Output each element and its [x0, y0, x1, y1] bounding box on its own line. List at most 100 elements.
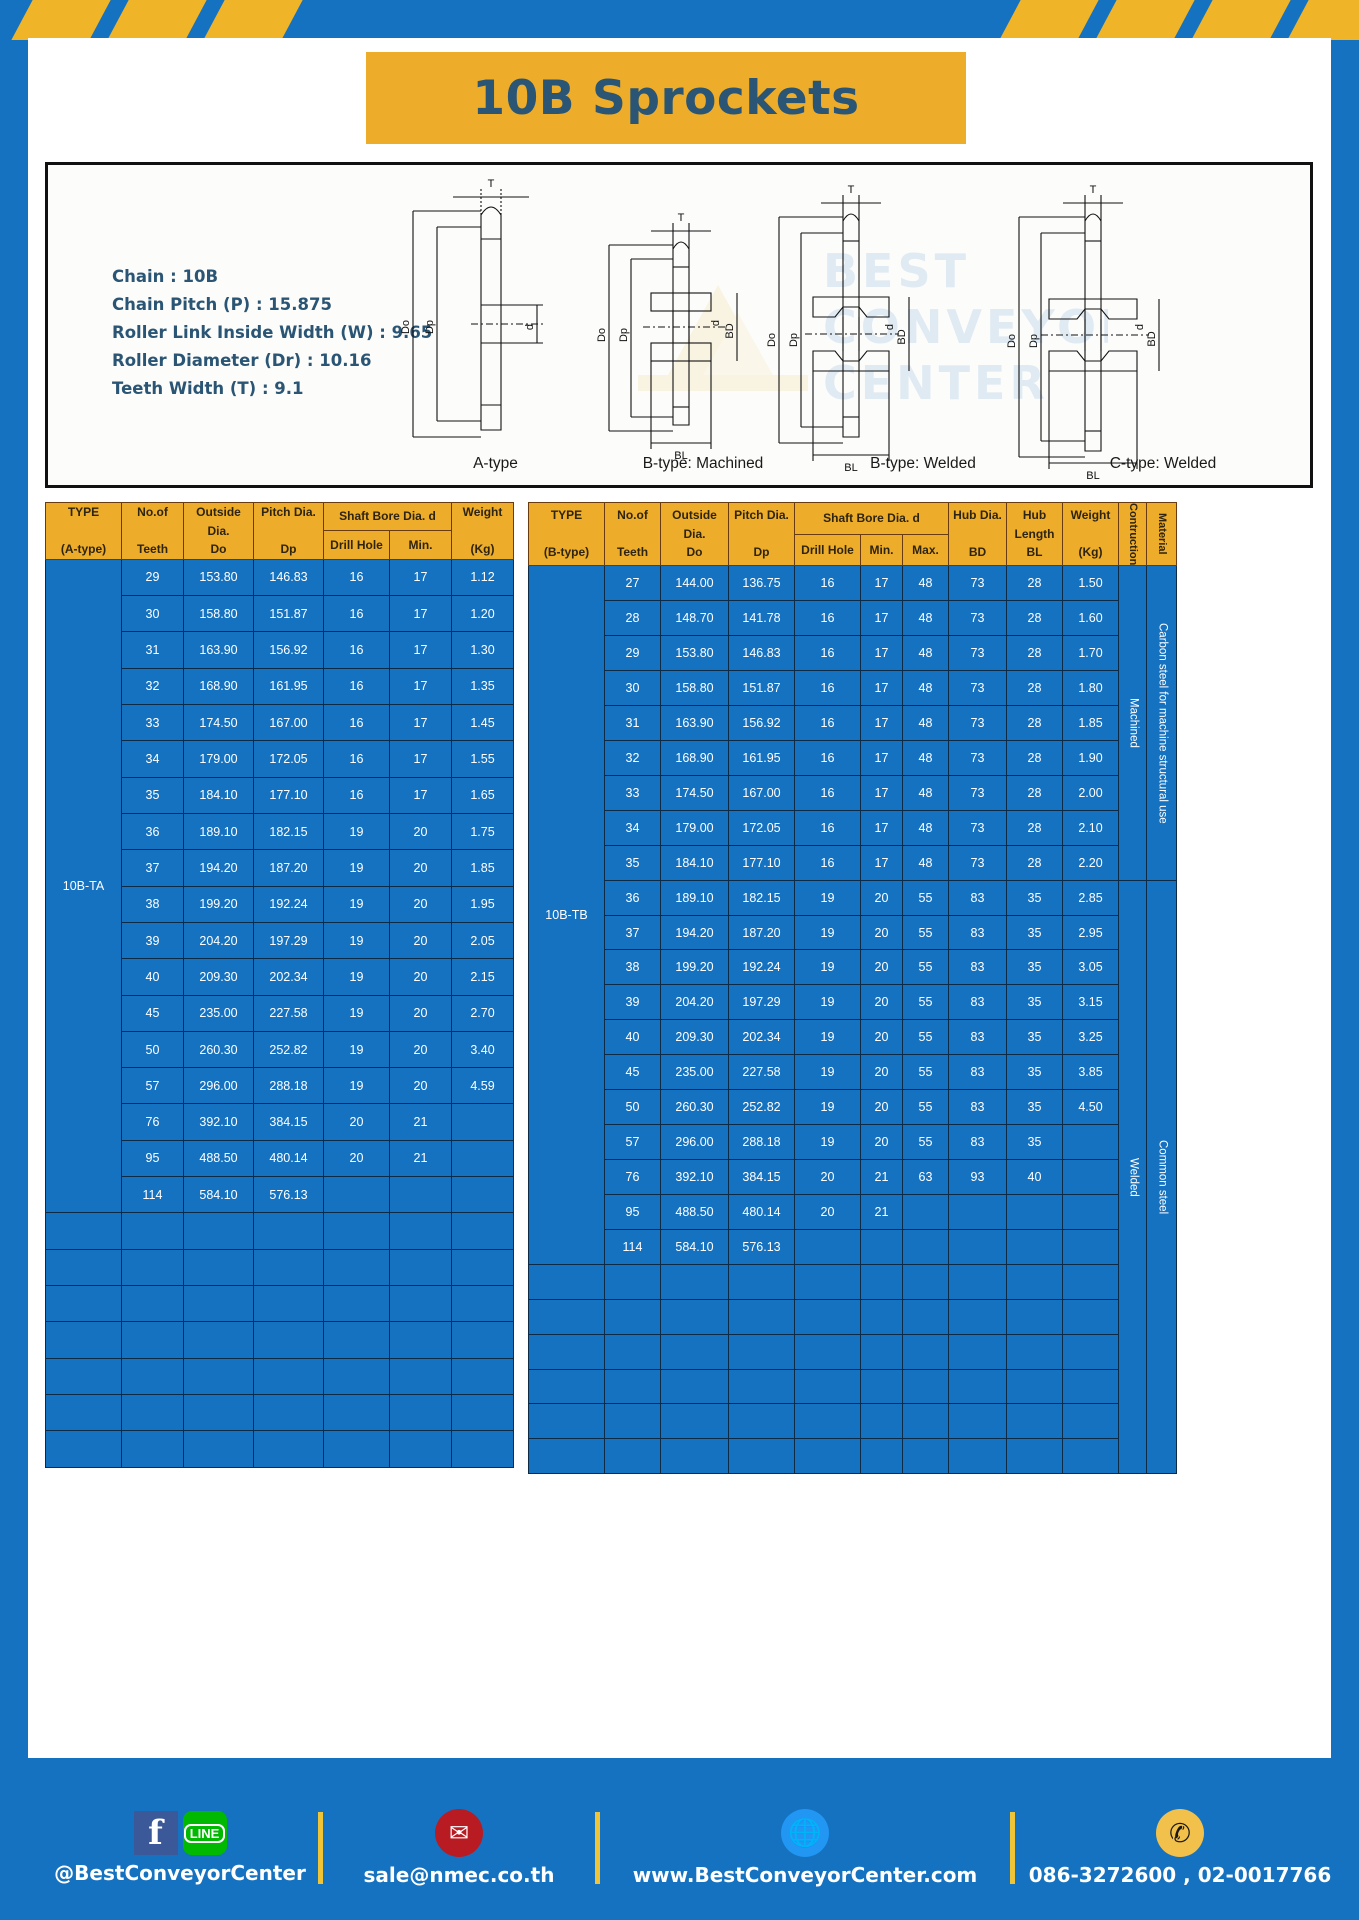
title-banner: 10B Sprockets — [366, 52, 966, 144]
table-cell — [1006, 1298, 1063, 1335]
table-cell — [121, 1248, 184, 1287]
table-cell: 16 — [323, 776, 390, 814]
table-cell: 584.10 — [660, 1228, 729, 1265]
th-outside-dia: Outside Dia. Do — [660, 501, 729, 567]
table-a-type: TYPE (A-type) No.of Teeth Outside Dia. D… — [45, 501, 514, 1468]
svg-text:d: d — [524, 324, 536, 330]
table-cell: 32 — [604, 739, 661, 776]
table-row — [528, 1403, 1177, 1440]
table-cell — [183, 1393, 254, 1432]
table-cell: 39 — [604, 984, 661, 1021]
th-min: Min. — [860, 533, 903, 567]
th-outside-dia: Outside Dia. Do — [183, 502, 254, 560]
table-cell — [860, 1438, 903, 1475]
table-cell: 38 — [604, 949, 661, 986]
table-cell: 73 — [948, 844, 1007, 881]
table-cell: 136.75 — [728, 565, 795, 602]
caption-c-type-welded: C-type: Welded — [1109, 455, 1217, 472]
table-cell: 4.59 — [451, 1067, 514, 1105]
table-cell: 21 — [860, 1159, 903, 1195]
line-icon[interactable]: LINE — [182, 1811, 227, 1855]
footer-item-website[interactable]: 🌐 www.BestConveyorCenter.com — [600, 1809, 1010, 1887]
table-cell: 156.92 — [253, 631, 324, 669]
table-cell — [902, 1228, 949, 1265]
table-cell — [860, 1368, 903, 1405]
table-cell: 158.80 — [660, 670, 729, 707]
footer-item-email[interactable]: ✉ sale@nmec.co.th — [323, 1809, 595, 1887]
table-cell: 151.87 — [253, 595, 324, 633]
table-cell — [660, 1333, 729, 1370]
table-cell: 19 — [323, 921, 390, 960]
table-cell — [451, 1139, 514, 1178]
svg-text:BL: BL — [844, 462, 857, 474]
table-cell: 153.80 — [660, 635, 729, 672]
globe-icon[interactable]: 🌐 — [781, 1809, 829, 1857]
table-cell: 1.50 — [1062, 565, 1119, 602]
table-cell: 16 — [794, 600, 861, 637]
table-cell — [902, 1368, 949, 1405]
table-cell: 1.35 — [451, 667, 514, 706]
table-cell: 488.50 — [183, 1139, 254, 1178]
facebook-icon[interactable]: f — [133, 1811, 178, 1855]
table-cell: 45 — [604, 1054, 661, 1091]
table-cell: 1.75 — [451, 812, 514, 851]
table-cell: 384.15 — [253, 1103, 324, 1141]
table-cell — [794, 1403, 861, 1440]
th-pitch-dia: Pitch Dia. Dp — [253, 502, 324, 560]
table-cell: 48 — [902, 600, 949, 637]
table-cell: 19 — [323, 994, 390, 1032]
table-row: 31 163.90 156.92 16 17 48 73 28 1.85 — [529, 705, 1177, 741]
phone-icon[interactable]: ✆ — [1156, 1809, 1204, 1857]
svg-text:BD: BD — [896, 329, 908, 344]
table-cell: 55 — [902, 984, 949, 1021]
table-row: 36 189.10 182.15 19 20 55 83 35 2.85 Welded Common… — [529, 879, 1177, 1475]
table-cell: 189.10 — [183, 812, 254, 851]
table-cell: 29 — [121, 558, 184, 597]
table-cell — [1006, 1438, 1063, 1475]
table-row: 57 296.00 288.18 19 20 4.59 — [46, 1067, 514, 1105]
table-cell: 76 — [604, 1159, 661, 1195]
table-cell: 1.85 — [1062, 705, 1119, 741]
table-cell: 480.14 — [728, 1193, 795, 1230]
table-cell: 19 — [323, 849, 390, 887]
table-cell: 260.30 — [183, 1030, 254, 1069]
cell-type — [45, 1393, 122, 1432]
table-row: 33 174.50 167.00 16 17 1.45 — [46, 704, 514, 742]
table-cell — [794, 1263, 861, 1300]
table-cell: 146.83 — [728, 635, 795, 672]
table-row: 50 260.30 252.82 19 20 3.40 — [46, 1030, 514, 1069]
mail-icon[interactable]: ✉ — [435, 1809, 483, 1857]
table-cell: 33 — [121, 704, 184, 742]
table-cell: 73 — [948, 600, 1007, 637]
table-cell — [1006, 1403, 1063, 1440]
table-cell — [183, 1357, 254, 1395]
table-cell: 148.70 — [660, 600, 729, 637]
table-cell: 20 — [860, 1124, 903, 1160]
footer-item-social[interactable]: f LINE @BestConveyorCenter — [42, 1811, 318, 1885]
table-cell: 55 — [902, 879, 949, 916]
table-cell — [604, 1333, 661, 1370]
chevron-accent — [200, 0, 306, 40]
table-cell: 34 — [604, 809, 661, 846]
drawing-a-type: T Do — [400, 178, 543, 438]
table-cell: 288.18 — [253, 1067, 324, 1105]
table-cell: 146.83 — [253, 558, 324, 597]
table-cell: 45 — [121, 994, 184, 1032]
table-cell: 174.50 — [183, 704, 254, 742]
table-cell: 73 — [948, 565, 1007, 602]
table-cell — [323, 1357, 390, 1395]
table-cell: 161.95 — [728, 739, 795, 776]
table-cell — [948, 1193, 1007, 1230]
table-cell — [183, 1285, 254, 1323]
cell-type — [528, 1403, 605, 1440]
table-row — [528, 1438, 1177, 1475]
table-cell: 197.29 — [253, 921, 324, 960]
table-cell — [728, 1438, 795, 1475]
table-cell: 20 — [389, 921, 452, 960]
table-cell: 28 — [1006, 774, 1063, 811]
footer-item-phone[interactable]: ✆ 086-3272600 , 02-0017766 — [1015, 1809, 1345, 1887]
table-cell: 392.10 — [660, 1159, 729, 1195]
caption-b-type-welded: B-type: Welded — [870, 455, 976, 472]
table-cell: 37 — [604, 914, 661, 951]
table-cell: 20 — [389, 1030, 452, 1069]
